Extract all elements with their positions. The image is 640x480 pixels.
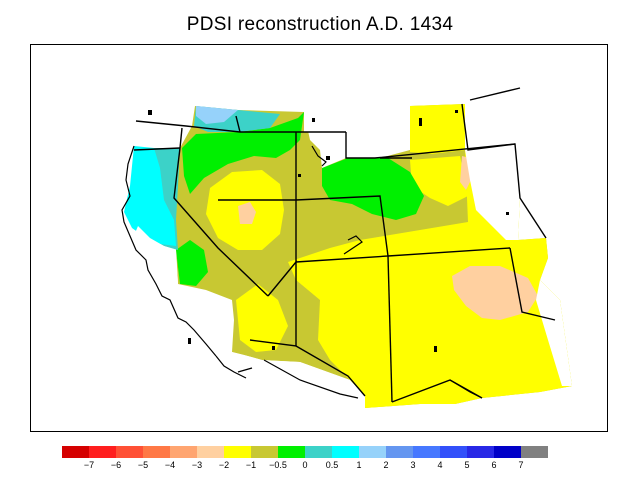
legend-swatch: [494, 446, 521, 458]
legend-swatch: [413, 446, 440, 458]
lake-6: [326, 156, 330, 160]
border-montana-wyoming: [345, 132, 516, 159]
mask-white-northwest-ocean: [128, 226, 178, 288]
legend-swatch: [386, 446, 413, 458]
field-peach-nevada: [238, 202, 256, 224]
lake-4: [455, 110, 458, 113]
field-green-west: [176, 240, 208, 286]
map-frame: [30, 44, 608, 432]
legend-swatch: [224, 446, 251, 458]
legend-tick-label: 1: [356, 460, 362, 470]
field-cyan-coast: [124, 146, 176, 246]
coastline: [121, 145, 483, 399]
border-arizona-nm: [387, 255, 393, 403]
border-nm-mexico: [237, 367, 253, 373]
lake-1: [148, 110, 152, 115]
legend-tick-label: −3: [191, 460, 203, 470]
texas-coast: [449, 379, 483, 399]
legend-swatch: [440, 446, 467, 458]
west-coast: [121, 145, 217, 357]
legend-swatch: [332, 446, 359, 458]
legend-swatch: [170, 446, 197, 458]
field-green-north: [322, 158, 424, 220]
legend-swatch: [359, 446, 386, 458]
field-yellow-southeast-tip: [410, 156, 468, 206]
legend-swatch: [467, 446, 494, 458]
border-california-nevada: [173, 147, 269, 297]
lake-5: [298, 174, 301, 177]
legend-swatch: [305, 446, 332, 458]
legend-tick-label: −0.5: [269, 460, 287, 470]
legend-tick-label: −1: [245, 460, 257, 470]
legend-swatch: [251, 446, 278, 458]
map-title: PDSI reconstruction A.D. 1434: [186, 14, 454, 35]
color-legend: [62, 446, 548, 458]
field-yellow-southwest: [236, 284, 288, 352]
lake-8: [434, 346, 437, 352]
legend-swatch: [89, 446, 116, 458]
legend-swatch: [197, 446, 224, 458]
legend-tick-label: 6: [491, 460, 497, 470]
legend-tick-label: −7: [83, 460, 95, 470]
legend-tick-label: −6: [110, 460, 122, 470]
border-south-dakota: [469, 87, 521, 101]
legend-tick-label: −2: [218, 460, 230, 470]
lake-7: [506, 212, 509, 215]
legend-swatch: [62, 446, 89, 458]
border-idaho-montana: [235, 115, 241, 133]
lakes-and-islands: [148, 110, 509, 352]
legend-tick-label: 3: [410, 460, 416, 470]
mask-white-montana: [304, 112, 346, 168]
mask-white-mexico: [232, 352, 365, 408]
mask-white-texas: [536, 280, 572, 386]
lake-9: [188, 338, 191, 344]
field-lightblue-corner: [196, 106, 238, 124]
legend-bar: [62, 446, 548, 458]
lake-10: [272, 346, 275, 350]
field-yellow-northeast: [410, 104, 465, 154]
legend-tick-label: 0: [302, 460, 308, 470]
legend-tick-label: 0.5: [325, 460, 339, 470]
legend-tick-label: −5: [137, 460, 149, 470]
salt-lake: [311, 145, 363, 255]
legend-swatch: [116, 446, 143, 458]
mask-white-dakota: [465, 144, 520, 240]
border-colorado-kansas: [387, 247, 511, 257]
legend-tick-label: 5: [464, 460, 470, 470]
lake-2: [312, 118, 315, 122]
state-boundaries: [133, 87, 556, 403]
legend-tick-label: 7: [518, 460, 524, 470]
legend-tick-label: 4: [437, 460, 443, 470]
lake-3: [419, 118, 422, 126]
border-dakotas: [461, 103, 547, 239]
border-oklahoma: [509, 247, 556, 321]
legend-swatch: [143, 446, 170, 458]
border-washington-oregon: [133, 147, 181, 151]
legend-swatch: [278, 446, 305, 458]
border-arizona: [249, 260, 297, 347]
border-new-mexico: [295, 345, 366, 397]
gulf-coast: [263, 359, 359, 399]
baja-coast: [215, 355, 247, 379]
border-oregon-idaho: [179, 127, 183, 149]
legend-tick-label: 2: [383, 460, 389, 470]
legend-tick-label: −4: [164, 460, 176, 470]
legend-swatch: [521, 446, 548, 458]
border-wyoming-colorado: [295, 195, 389, 263]
